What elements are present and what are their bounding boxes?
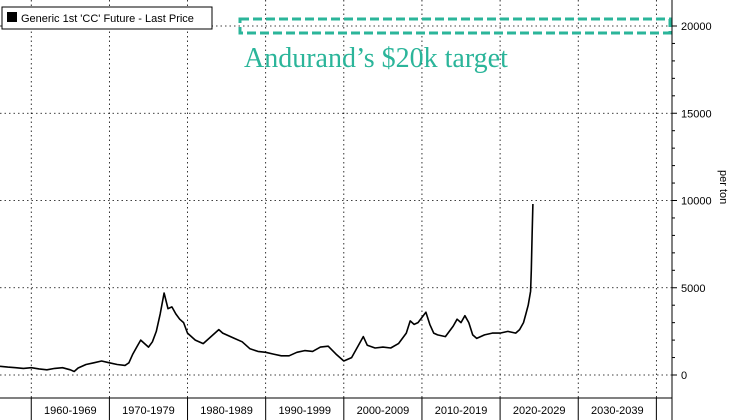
y-tick-label: 10000: [681, 196, 712, 208]
y-tick-label: 20000: [681, 21, 712, 33]
y-axis-unit-label: per ton: [717, 170, 729, 204]
target-box: [238, 17, 672, 35]
legend-label: Generic 1st 'CC' Future - Last Price: [21, 13, 194, 25]
price-series-line: [0, 203, 534, 373]
annotation-label: Andurand’s $20k target: [244, 43, 508, 74]
legend-box: [1, 6, 213, 30]
x-tick-label: 1970-1979: [122, 405, 175, 417]
legend-swatch: [7, 12, 17, 22]
x-tick-label: 2000-2009: [357, 405, 410, 417]
x-tick-label: 2010-2019: [435, 405, 488, 417]
y-tick-label: 15000: [681, 108, 712, 120]
y-tick-label: 0: [681, 370, 687, 382]
y-tick-label: 5000: [681, 283, 705, 295]
target-annotation: [238, 17, 672, 35]
x-tick-label: 1960-1969: [44, 405, 97, 417]
x-axis: 1960-1969 1970-1979 1980-1989 1990-1999 2000…: [30, 398, 657, 420]
x-tick-label: 2020-2029: [513, 405, 566, 417]
x-tick-label: 2030-2039: [591, 405, 644, 417]
x-tick-label: 1990-1999: [278, 405, 331, 417]
legend: Generic 1st 'CC' Future - Last Price: [1, 6, 213, 30]
series-layer: [0, 203, 534, 373]
plot-frame: [0, 0, 673, 420]
x-tick-label: 1980-1989: [200, 405, 253, 417]
y-axis: 0 5000 10000 15000 20000: [672, 21, 712, 382]
grid-lines: [0, 0, 672, 398]
